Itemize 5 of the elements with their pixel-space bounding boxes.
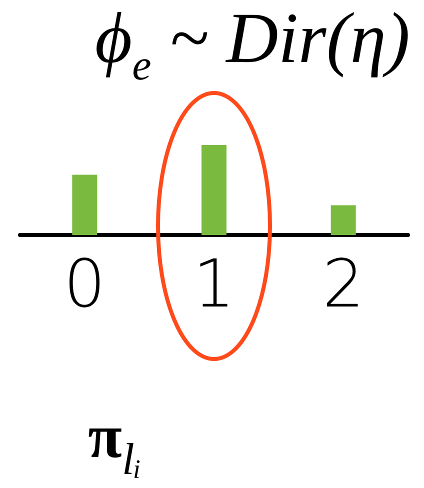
text: π$_{lᵢ}$ (88, 403, 142, 484)
x-tick-label: 0 (64, 246, 106, 322)
chart-title: ϕ$_{e}$ ~ Dir(η) (94, 0, 410, 90)
x-tick-label: 1 (193, 246, 235, 322)
x-tick-label: 2 (322, 246, 364, 322)
